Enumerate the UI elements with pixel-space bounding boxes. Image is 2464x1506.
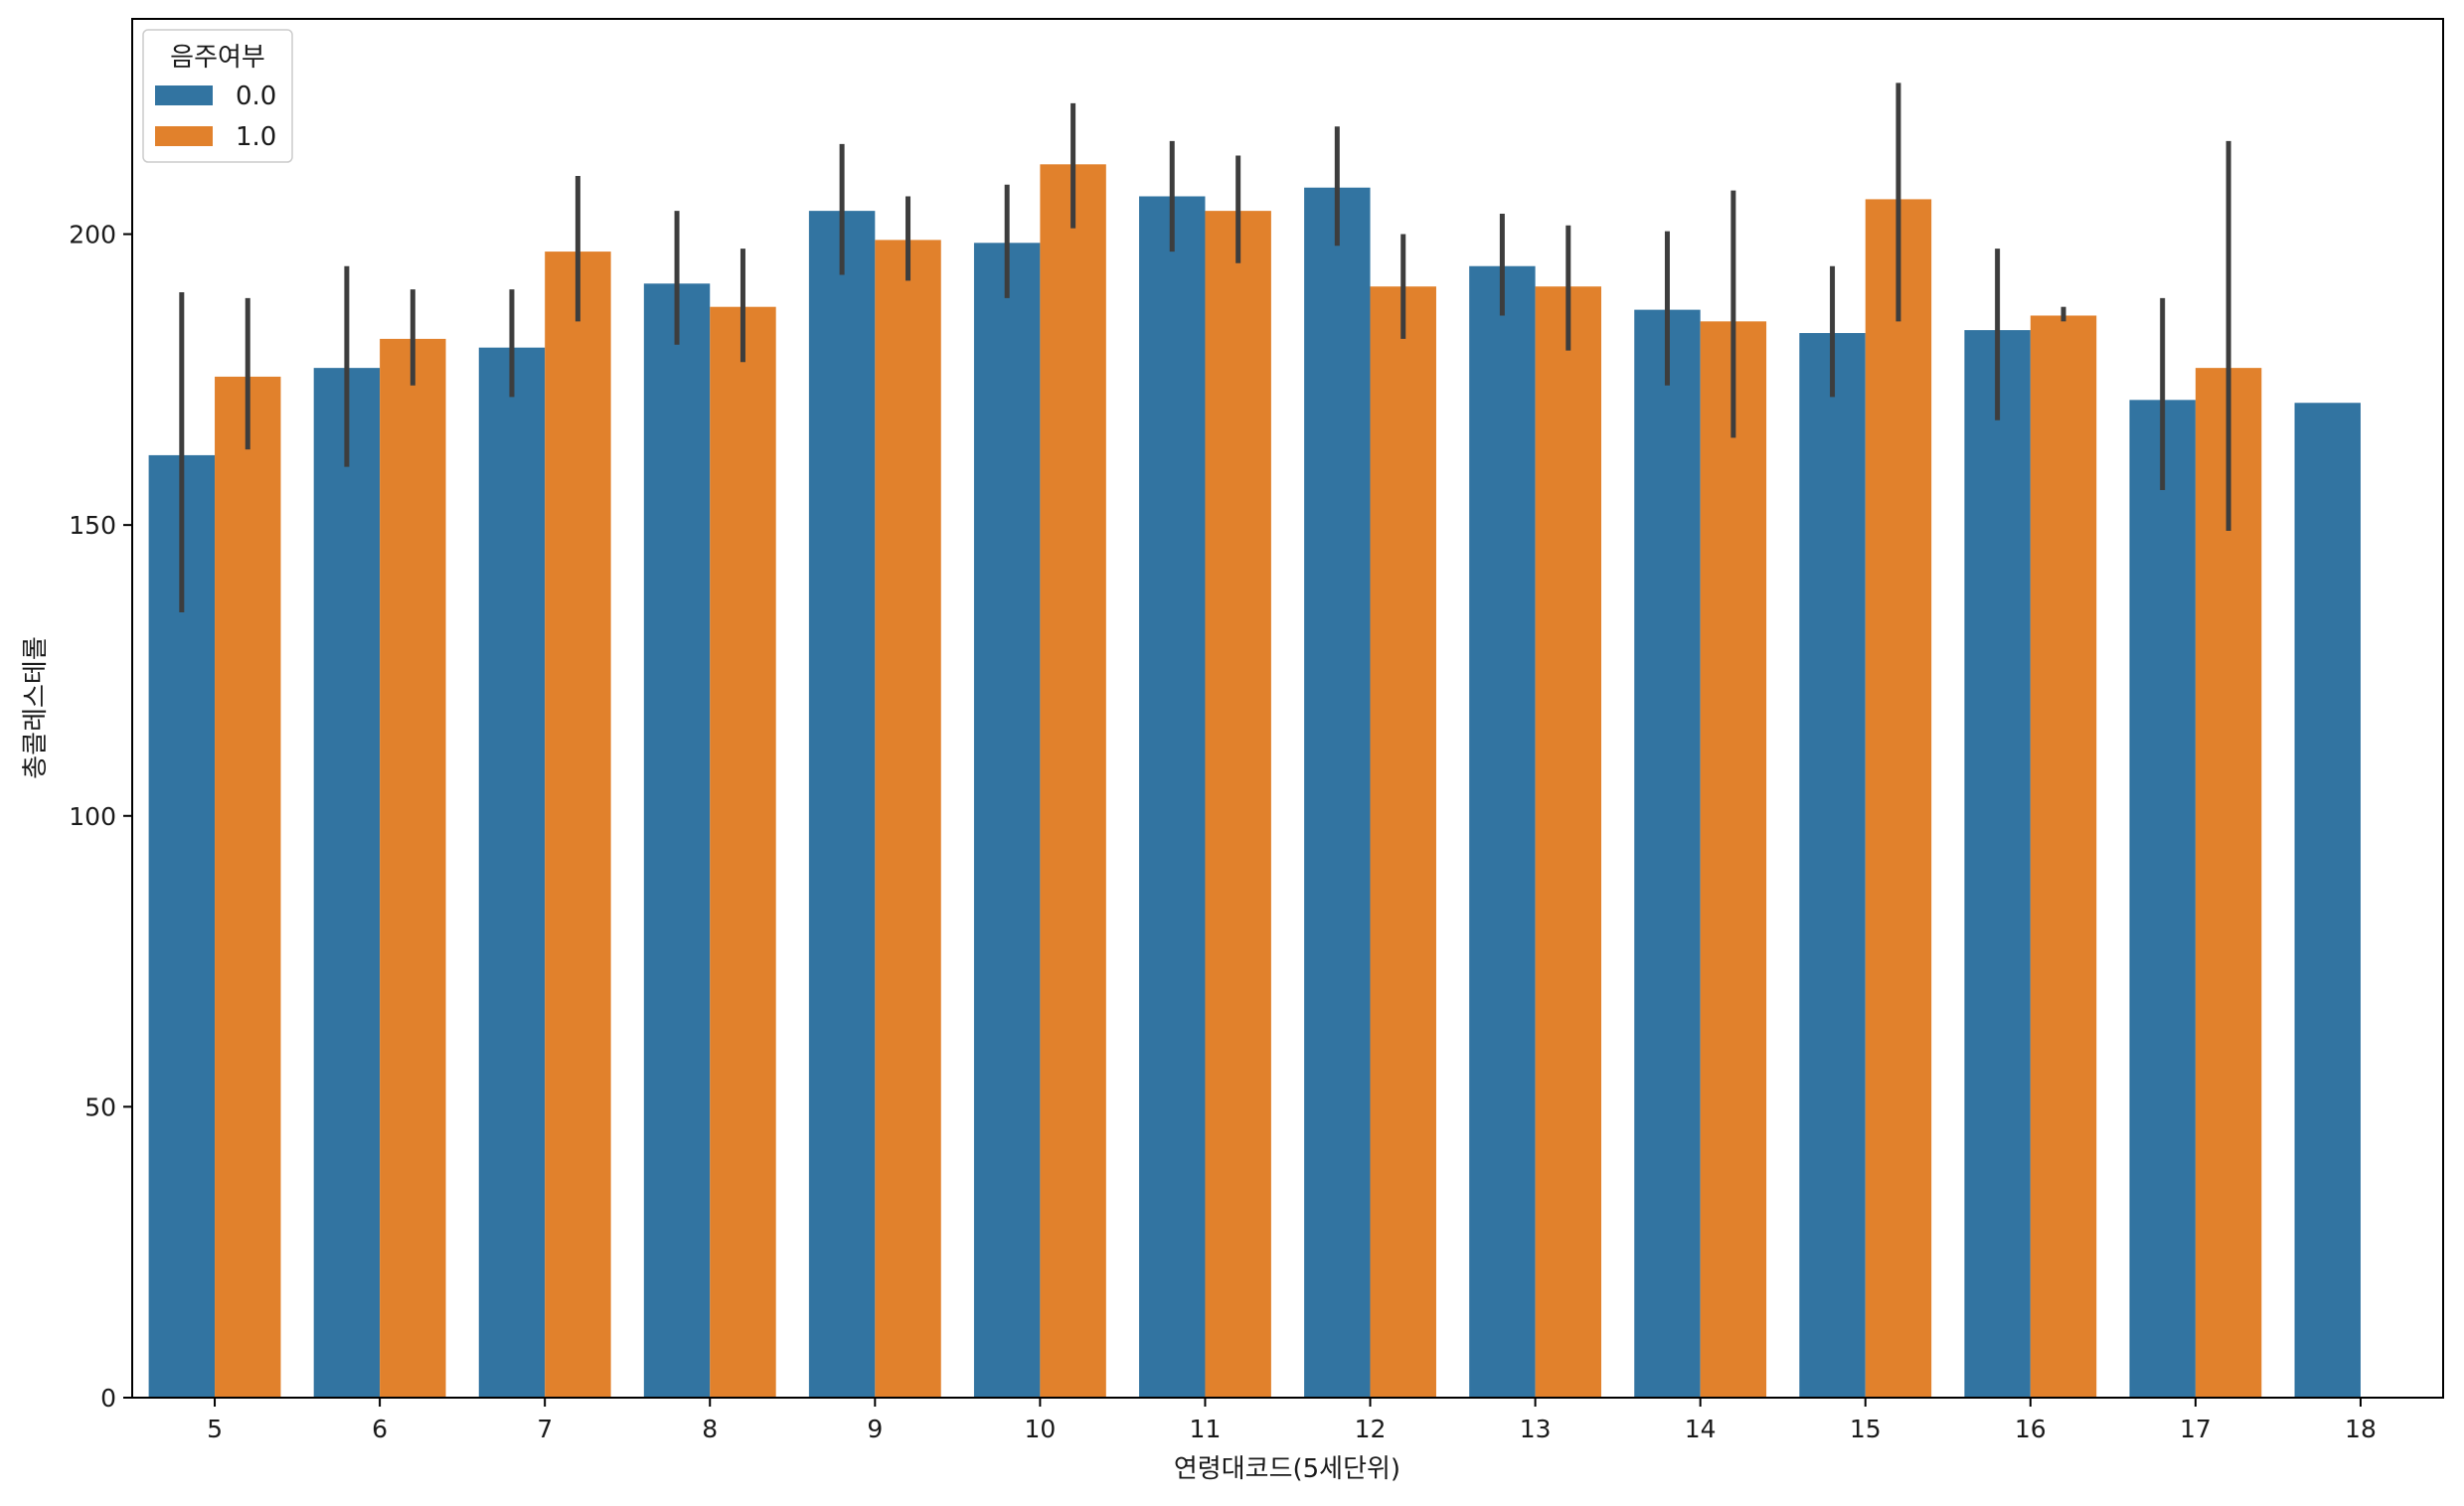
x-tick-label-10: 10 — [1024, 1415, 1056, 1443]
bar-1.0-13 — [1535, 286, 1602, 1399]
bar-0.0-6 — [313, 368, 381, 1398]
x-tick-label-14: 14 — [1685, 1415, 1717, 1443]
x-tick-label-15: 15 — [1850, 1415, 1882, 1443]
x-tick-label-16: 16 — [2015, 1415, 2047, 1443]
x-axis-label: 연령대코드(5세단위) — [1174, 1454, 1400, 1484]
bar-0.0-14 — [1634, 309, 1701, 1398]
legend-swatch-0 — [155, 85, 213, 105]
x-tick-label-13: 13 — [1520, 1415, 1552, 1443]
x-axis: 5 6 7 8 9 10 11 12 13 14 15 16 17 18 — [207, 1398, 2377, 1443]
x-tick-label-9: 9 — [867, 1415, 883, 1443]
y-axis-label: 총콜레스테롤 — [21, 636, 51, 779]
bar-0.0-12 — [1304, 187, 1371, 1399]
x-tick-label-18: 18 — [2345, 1415, 2377, 1443]
legend-label-1: 1.0 — [236, 122, 276, 152]
error-bars-layer — [179, 83, 2231, 612]
bar-0.0-13 — [1469, 265, 1536, 1399]
bar-1.0-11 — [1205, 211, 1271, 1398]
bars-layer — [148, 164, 2361, 1399]
x-tick-label-6: 6 — [372, 1415, 388, 1443]
bar-0.0-11 — [1139, 196, 1206, 1398]
bar-0.0-8 — [643, 283, 711, 1398]
bar-0.0-17 — [2129, 400, 2196, 1399]
y-tick-label-100: 100 — [69, 802, 116, 831]
bar-1.0-15 — [1865, 199, 1932, 1398]
plot-frame — [131, 18, 2444, 1399]
bar-1.0-7 — [545, 251, 611, 1399]
bar-1.0-14 — [1700, 321, 1767, 1398]
bar-0.0-15 — [1799, 333, 1866, 1398]
bar-1.0-6 — [380, 338, 446, 1398]
bar-0.0-7 — [478, 347, 546, 1398]
y-tick-label-0: 0 — [100, 1384, 116, 1413]
x-tick-label-11: 11 — [1190, 1415, 1222, 1443]
bar-1.0-16 — [2030, 315, 2097, 1399]
x-tick-label-12: 12 — [1355, 1415, 1387, 1443]
bar-0.0-18 — [2294, 403, 2361, 1398]
y-tick-label-200: 200 — [69, 221, 116, 250]
y-axis: 0 50 100 150 200 — [69, 221, 132, 1413]
bar-1.0-17 — [2195, 368, 2262, 1398]
x-tick-label-17: 17 — [2180, 1415, 2212, 1443]
y-tick-label-50: 50 — [84, 1092, 116, 1121]
bar-1.0-10 — [1040, 164, 1106, 1398]
x-tick-label-5: 5 — [207, 1415, 223, 1443]
bar-1.0-12 — [1370, 286, 1436, 1399]
bar-0.0-16 — [1964, 330, 2031, 1399]
legend-swatch-1 — [155, 126, 213, 146]
bar-0.0-10 — [973, 243, 1041, 1398]
bar-1.0-5 — [215, 376, 281, 1398]
x-tick-label-8: 8 — [702, 1415, 718, 1443]
bar-1.0-9 — [875, 240, 941, 1398]
legend-label-0: 0.0 — [236, 82, 276, 111]
legend-title: 음주여부 — [170, 43, 265, 73]
x-tick-label-7: 7 — [537, 1415, 553, 1443]
y-tick-label-150: 150 — [69, 511, 116, 540]
bar-0.0-9 — [808, 211, 876, 1398]
bar-1.0-8 — [710, 306, 776, 1399]
legend: 음주여부 0.0 1.0 — [142, 29, 293, 163]
